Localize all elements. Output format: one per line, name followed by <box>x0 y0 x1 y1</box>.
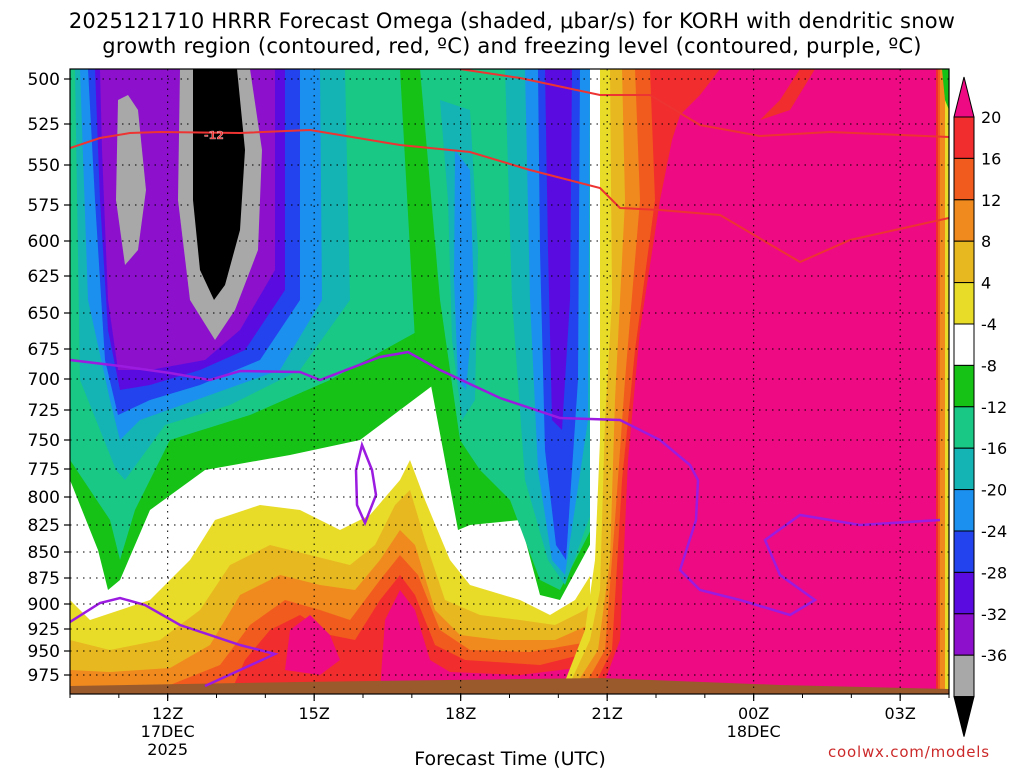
freezing-contour-main <box>70 350 941 617</box>
colorbar-segment <box>953 489 975 532</box>
colorbar-segment <box>953 240 975 284</box>
y-tick-label: 725 <box>28 401 60 421</box>
omega-max-black <box>193 69 245 300</box>
y-tick-label: 675 <box>28 340 60 360</box>
y-axis: 500 525 550 575 600 625 650 675 700 725 750 775 800 8… <box>28 70 70 686</box>
colorbar-label: -36 <box>981 646 1007 665</box>
y-tick-label: 575 <box>28 196 60 216</box>
colorbar-segment <box>953 282 975 325</box>
contour-label-minus12: -12 <box>204 129 224 142</box>
y-tick-label: 850 <box>28 543 60 563</box>
colorbar-segment <box>953 364 975 408</box>
colorbar-segment <box>953 530 975 573</box>
x-tick-label: 15Z <box>299 704 330 723</box>
colorbar-label: -28 <box>981 563 1007 582</box>
colorbar-label: -20 <box>981 481 1007 500</box>
terrain-ground <box>70 678 949 694</box>
freezing-level-contours <box>70 350 941 688</box>
colorbar: 20 16 12 8 4 -4 -8 -12 -16 -20 -24 -28 -32 -36 <box>953 76 1007 737</box>
x-tick-label: 18Z <box>445 704 476 723</box>
colorbar-label: 16 <box>981 149 1001 168</box>
x-axis-label: Forecast Time (UTC) <box>414 748 605 768</box>
colorbar-label: -32 <box>981 605 1007 624</box>
y-tick-label: 800 <box>28 488 60 508</box>
gridlines <box>70 69 949 694</box>
chart-title-line2: growth region (contoured, red, ºC) and f… <box>102 34 922 58</box>
omega-max-gray-a <box>116 95 146 265</box>
y-tick-label: 550 <box>28 156 60 176</box>
x-tick-label: 21Z <box>592 704 623 723</box>
dgz-contour-top <box>459 69 949 138</box>
y-tick-label: 750 <box>28 431 60 451</box>
credit-link[interactable]: coolwx.com/models <box>828 743 990 761</box>
freezing-contour-low <box>70 596 279 688</box>
colorbar-cap-top <box>953 76 975 118</box>
omega-band-magenta-right <box>600 69 936 694</box>
omega-edge-green-right <box>942 69 949 110</box>
y-tick-label: 950 <box>28 642 60 662</box>
colorbar-label: -24 <box>981 522 1007 541</box>
omega-band-violet-mid <box>545 69 572 430</box>
colorbar-label: 8 <box>981 232 991 251</box>
colorbar-segment <box>953 613 975 656</box>
colorbar-label: -8 <box>981 356 997 375</box>
x-tick-label: 00Z <box>738 704 769 723</box>
omega-band-darkorange-low <box>90 555 600 694</box>
omega-band-sky-mid <box>454 150 474 390</box>
y-tick-label: 700 <box>28 370 60 390</box>
colorbar-label: -16 <box>981 439 1007 458</box>
y-tick-label: 775 <box>28 460 60 480</box>
colorbar-segment <box>953 406 975 449</box>
y-tick-label: 600 <box>28 232 60 252</box>
x-tick-label: 12Z <box>152 704 183 723</box>
colorbar-segment <box>953 116 975 159</box>
colorbar-label: 20 <box>981 108 1001 127</box>
x-tick-date: 17DEC <box>141 722 195 741</box>
x-tick-label: 03Z <box>885 704 916 723</box>
dgz-contour-upper <box>70 128 949 264</box>
colorbar-cap-bottom <box>953 696 975 737</box>
colorbar-segment <box>953 654 975 698</box>
x-tick-date: 18DEC <box>727 722 781 741</box>
colorbar-label: 4 <box>981 274 991 293</box>
y-tick-label: 900 <box>28 595 60 615</box>
colorbar-segment <box>953 157 975 201</box>
y-tick-label: 975 <box>28 666 60 686</box>
y-tick-label: 625 <box>28 267 60 287</box>
y-tick-label: 825 <box>28 516 60 536</box>
chart-title-line1: 2025121710 HRRR Forecast Omega (shaded, … <box>68 9 956 33</box>
colorbar-segment <box>953 571 975 615</box>
omega-band-magenta-low-a <box>285 615 340 675</box>
y-tick-label: 500 <box>28 70 60 90</box>
x-tick-year: 2025 <box>147 740 188 759</box>
y-tick-label: 650 <box>28 304 60 324</box>
y-tick-label: 525 <box>28 115 60 135</box>
colorbar-label: -12 <box>981 398 1007 417</box>
y-tick-label: 925 <box>28 620 60 640</box>
colorbar-segment <box>953 447 975 491</box>
colorbar-label: -4 <box>981 315 997 334</box>
omega-shading: -12 <box>70 69 949 694</box>
colorbar-segment <box>953 199 975 242</box>
colorbar-segment <box>953 323 975 366</box>
y-tick-label: 875 <box>28 569 60 589</box>
colorbar-label: 12 <box>981 191 1001 210</box>
dgz-contours <box>70 69 949 264</box>
omega-band-magenta-low-b <box>380 590 600 694</box>
freezing-contour-loop <box>354 440 378 527</box>
